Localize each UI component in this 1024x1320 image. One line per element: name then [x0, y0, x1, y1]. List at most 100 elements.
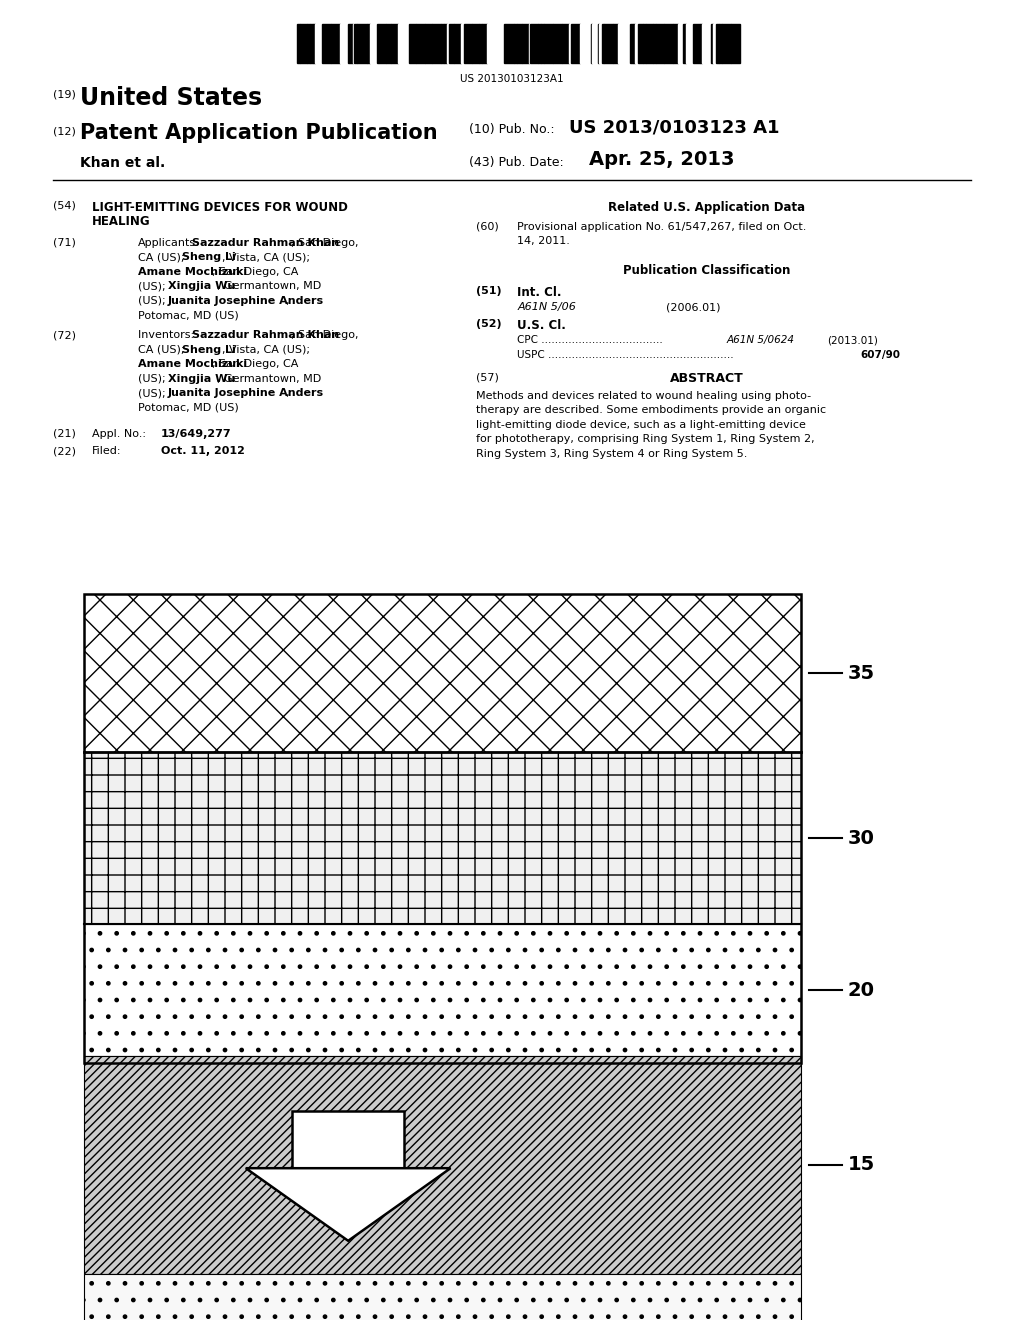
Text: (US);: (US); — [138, 374, 169, 384]
Bar — [722, 24, 731, 63]
Text: 35: 35 — [848, 664, 874, 682]
Text: Juanita Josephine Anders: Juanita Josephine Anders — [168, 296, 324, 306]
Text: , Vista, CA (US);: , Vista, CA (US); — [222, 345, 310, 355]
Text: Applicants:: Applicants: — [138, 238, 200, 248]
Bar — [84, 924, 801, 1056]
Text: , San Diego, CA: , San Diego, CA — [212, 267, 298, 277]
Text: Filed:: Filed: — [92, 446, 122, 457]
Text: USPC .......................................................: USPC ...................................… — [517, 350, 734, 360]
Bar — [664, 24, 673, 63]
Bar — [315, 24, 322, 63]
Bar — [84, 1274, 801, 1320]
Text: (71): (71) — [53, 238, 76, 248]
Bar — [602, 24, 603, 63]
Text: A61N 5/06: A61N 5/06 — [517, 302, 575, 313]
Text: light-emitting diode device, such as a light-emitting device: light-emitting diode device, such as a l… — [476, 420, 806, 430]
Bar — [678, 24, 683, 63]
Bar — [612, 24, 617, 63]
Bar — [313, 24, 315, 63]
Bar — [646, 24, 653, 63]
Bar — [617, 24, 627, 63]
Text: 13/649,277: 13/649,277 — [161, 429, 231, 440]
Text: (12): (12) — [53, 127, 76, 137]
Bar — [591, 24, 592, 63]
Bar — [683, 24, 686, 63]
Bar — [444, 24, 447, 63]
Text: , San Diego,: , San Diego, — [291, 330, 358, 341]
Text: United States: United States — [80, 86, 262, 110]
Text: Khan et al.: Khan et al. — [80, 156, 165, 170]
Bar — [462, 24, 465, 63]
Bar — [367, 24, 370, 63]
Bar — [472, 24, 479, 63]
Bar — [693, 24, 700, 63]
Bar — [505, 24, 514, 63]
Bar — [731, 24, 740, 63]
Bar — [307, 24, 310, 63]
Bar — [711, 24, 713, 63]
Bar — [482, 24, 487, 63]
Bar — [713, 24, 716, 63]
Bar — [581, 24, 590, 63]
Bar — [322, 24, 332, 63]
Bar — [562, 24, 569, 63]
Text: therapy are described. Some embodiments provide an organic: therapy are described. Some embodiments … — [476, 405, 826, 416]
Bar — [292, 1111, 404, 1168]
Text: Publication Classification: Publication Classification — [623, 264, 791, 277]
Text: (72): (72) — [53, 330, 76, 341]
Bar — [627, 24, 630, 63]
Bar — [354, 24, 357, 63]
Bar — [716, 24, 719, 63]
Bar — [569, 24, 571, 63]
Bar — [398, 24, 403, 63]
Text: (US);: (US); — [138, 281, 169, 292]
Bar — [292, 24, 297, 63]
Text: CA (US);: CA (US); — [138, 252, 188, 263]
Text: , Germantown, MD: , Germantown, MD — [217, 374, 322, 384]
Bar — [370, 24, 377, 63]
Text: (52): (52) — [476, 319, 502, 330]
Bar — [599, 24, 602, 63]
Bar — [530, 24, 538, 63]
Text: LIGHT-EMITTING DEVICES FOR WOUND: LIGHT-EMITTING DEVICES FOR WOUND — [92, 201, 348, 214]
Bar — [432, 24, 441, 63]
Text: Potomac, MD (US): Potomac, MD (US) — [138, 403, 239, 413]
Bar — [455, 24, 462, 63]
Bar — [495, 24, 498, 63]
Text: Apr. 25, 2013: Apr. 25, 2013 — [589, 150, 734, 169]
Text: CPC ....................................: CPC .................................... — [517, 335, 663, 346]
Text: 30: 30 — [848, 829, 874, 847]
Bar — [514, 24, 517, 63]
Text: , San Diego, CA: , San Diego, CA — [212, 359, 298, 370]
Bar — [592, 24, 598, 63]
Text: Inventors:: Inventors: — [138, 330, 198, 341]
Text: (43) Pub. Date:: (43) Pub. Date: — [469, 156, 564, 169]
Text: Patent Application Publication: Patent Application Publication — [80, 123, 437, 143]
Polygon shape — [246, 1168, 451, 1241]
Bar — [297, 24, 300, 63]
Bar — [598, 24, 599, 63]
Text: 14, 2011.: 14, 2011. — [517, 236, 570, 247]
Text: Potomac, MD (US): Potomac, MD (US) — [138, 310, 239, 321]
Text: ,: , — [286, 388, 289, 399]
Bar — [633, 24, 635, 63]
Text: Appl. No.:: Appl. No.: — [92, 429, 150, 440]
Text: , San Diego,: , San Diego, — [291, 238, 358, 248]
Text: Oct. 11, 2012: Oct. 11, 2012 — [161, 446, 245, 457]
Text: CA (US);: CA (US); — [138, 345, 188, 355]
Text: Related U.S. Application Data: Related U.S. Application Data — [608, 201, 805, 214]
Text: Juanita Josephine Anders: Juanita Josephine Anders — [168, 388, 324, 399]
Bar — [656, 24, 664, 63]
Bar — [630, 24, 633, 63]
Text: Amane Mochizuki: Amane Mochizuki — [138, 267, 248, 277]
Bar — [425, 24, 432, 63]
Bar — [340, 24, 348, 63]
Text: U.S. Cl.: U.S. Cl. — [517, 319, 566, 333]
Text: (US);: (US); — [138, 296, 169, 306]
Bar — [487, 24, 495, 63]
Bar — [441, 24, 444, 63]
Text: Sheng Li: Sheng Li — [182, 345, 237, 355]
Bar — [643, 24, 646, 63]
Text: Xingjia Wu: Xingjia Wu — [168, 281, 234, 292]
Bar — [352, 24, 354, 63]
